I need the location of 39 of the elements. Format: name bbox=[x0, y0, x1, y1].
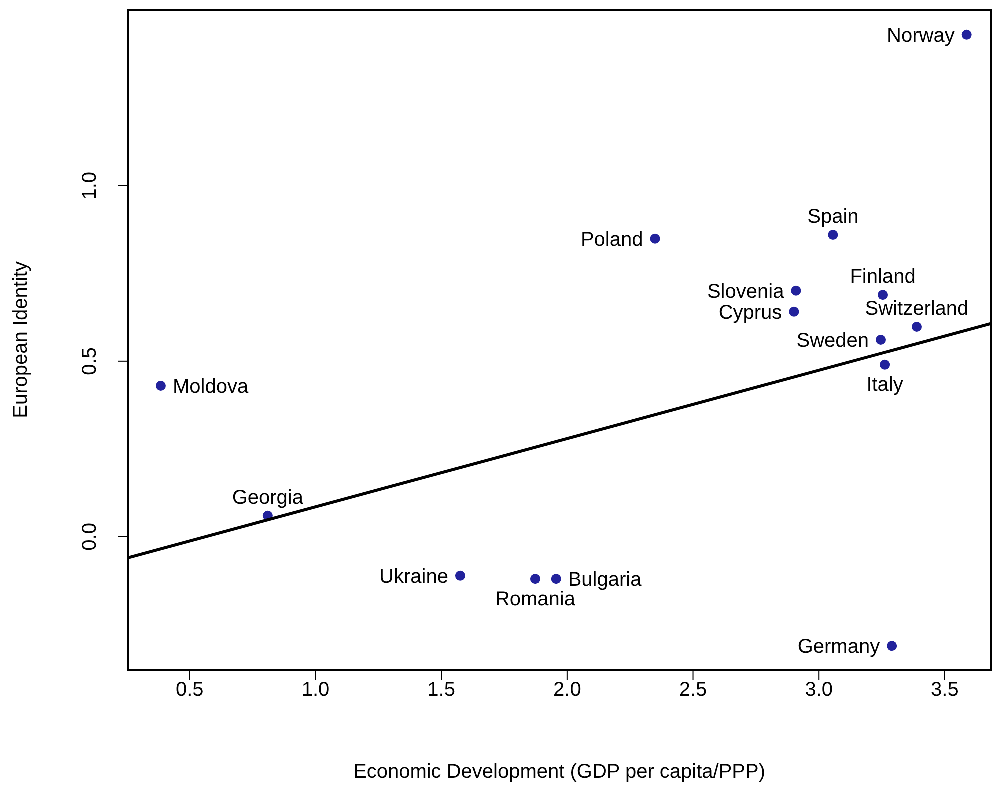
annotation: Georgia bbox=[232, 486, 304, 509]
annotation: Norway bbox=[887, 25, 955, 48]
annotation: Switzerland bbox=[865, 298, 969, 320]
point bbox=[962, 30, 972, 40]
x-tick-label: 0.5 bbox=[176, 679, 204, 702]
point bbox=[880, 360, 890, 370]
y-tick-label: 0.5 bbox=[79, 348, 101, 376]
point bbox=[887, 641, 898, 652]
annotation: Spain bbox=[808, 206, 859, 228]
x-tick-label: 2.5 bbox=[679, 679, 708, 702]
y-axis-title: European Identity bbox=[10, 262, 32, 418]
x-axis-title: Economic Development (GDP per capita/PPP) bbox=[353, 761, 766, 783]
y-tick-label: 0.0 bbox=[79, 523, 101, 551]
point bbox=[551, 574, 562, 584]
annotation: Ukraine bbox=[380, 566, 448, 588]
point bbox=[912, 322, 922, 332]
annotation: Italy bbox=[866, 374, 904, 396]
annotation: Slovenia bbox=[707, 280, 786, 303]
point bbox=[530, 574, 540, 584]
annotation: Cyprus bbox=[718, 302, 782, 324]
x-tick-label: 3.0 bbox=[805, 679, 834, 702]
annotation: Sweden bbox=[796, 330, 870, 352]
annotation: Moldova bbox=[172, 376, 250, 398]
point bbox=[876, 335, 886, 345]
x-tick-label: 2.0 bbox=[554, 679, 582, 702]
annotation: Poland bbox=[580, 228, 644, 251]
point bbox=[789, 306, 800, 317]
x-tick-label: 1.5 bbox=[428, 679, 456, 702]
annotation: Finland bbox=[850, 266, 916, 288]
point bbox=[650, 234, 660, 244]
point bbox=[828, 230, 838, 240]
annotation: Germany bbox=[798, 636, 880, 658]
y-tick-label: 1.0 bbox=[79, 172, 101, 200]
x-tick-label: 1.0 bbox=[302, 679, 330, 702]
point bbox=[455, 570, 466, 581]
point bbox=[878, 290, 888, 300]
point bbox=[791, 286, 802, 296]
point bbox=[156, 380, 166, 391]
x-tick-label: 3.5 bbox=[931, 679, 959, 702]
